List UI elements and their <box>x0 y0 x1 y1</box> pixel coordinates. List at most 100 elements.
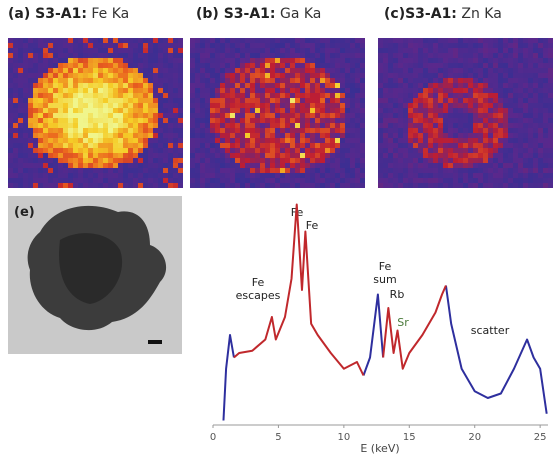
map-pixel <box>260 153 265 158</box>
map-pixel <box>178 103 183 108</box>
map-pixel <box>360 93 365 98</box>
map-pixel <box>200 58 205 63</box>
map-pixel <box>393 78 398 83</box>
map-pixel <box>513 53 518 58</box>
map-pixel <box>393 83 398 88</box>
map-pixel <box>383 108 388 113</box>
map-pixel <box>355 98 360 103</box>
map-pixel <box>205 103 210 108</box>
map-pixel <box>443 108 448 113</box>
map-pixel <box>325 158 330 163</box>
map-pixel <box>543 153 548 158</box>
map-pixel <box>245 168 250 173</box>
map-pixel <box>200 168 205 173</box>
map-pixel <box>108 43 113 48</box>
map-pixel <box>108 108 113 113</box>
map-pixel <box>438 118 443 123</box>
map-pixel <box>423 78 428 83</box>
map-pixel <box>240 173 245 178</box>
map-pixel <box>360 158 365 163</box>
map-pixel <box>393 143 398 148</box>
map-pixel <box>290 168 295 173</box>
map-pixel <box>543 143 548 148</box>
map-pixel <box>93 108 98 113</box>
map-pixel <box>255 53 260 58</box>
map-pixel <box>43 38 48 43</box>
map-pixel <box>383 168 388 173</box>
map-pixel <box>423 178 428 183</box>
map-pixel <box>538 73 543 78</box>
map-pixel <box>538 78 543 83</box>
map-pixel <box>240 88 245 93</box>
map-pixel <box>190 78 195 83</box>
map-pixel <box>48 173 53 178</box>
map-pixel <box>113 58 118 63</box>
map-pixel <box>538 113 543 118</box>
map-pixel <box>325 183 330 188</box>
map-pixel <box>378 83 383 88</box>
map-pixel <box>403 58 408 63</box>
map-pixel <box>418 48 423 53</box>
map-pixel <box>255 158 260 163</box>
map-pixel <box>300 163 305 168</box>
map-pixel <box>205 148 210 153</box>
map-pixel <box>523 128 528 133</box>
map-pixel <box>220 133 225 138</box>
map-pixel <box>458 183 463 188</box>
map-pixel <box>88 148 93 153</box>
map-pixel <box>153 183 158 188</box>
map-pixel <box>408 128 413 133</box>
map-pixel <box>33 173 38 178</box>
map-pixel <box>68 38 73 43</box>
map-pixel <box>255 38 260 43</box>
map-pixel <box>508 158 513 163</box>
map-pixel <box>458 108 463 113</box>
map-pixel <box>403 73 408 78</box>
map-pixel <box>403 178 408 183</box>
map-pixel <box>275 53 280 58</box>
panel-title: (c)S3-A1: Zn Ka <box>384 6 502 22</box>
map-pixel <box>8 173 13 178</box>
map-pixel <box>285 48 290 53</box>
map-pixel <box>463 128 468 133</box>
map-pixel <box>488 178 493 183</box>
map-pixel <box>443 43 448 48</box>
map-pixel <box>265 93 270 98</box>
map-pixel <box>408 98 413 103</box>
map-pixel <box>103 183 108 188</box>
map-pixel <box>18 143 23 148</box>
map-pixel <box>88 143 93 148</box>
map-pixel <box>163 108 168 113</box>
map-pixel <box>355 43 360 48</box>
map-pixel <box>78 58 83 63</box>
map-pixel <box>305 173 310 178</box>
map-pixel <box>275 58 280 63</box>
map-pixel <box>325 53 330 58</box>
map-pixel <box>473 148 478 153</box>
map-pixel <box>13 43 18 48</box>
map-pixel <box>275 103 280 108</box>
map-pixel <box>453 58 458 63</box>
map-pixel <box>275 173 280 178</box>
map-pixel <box>438 143 443 148</box>
map-pixel <box>78 78 83 83</box>
map-pixel <box>138 148 143 153</box>
map-pixel <box>190 178 195 183</box>
map-pixel <box>63 88 68 93</box>
map-pixel <box>23 153 28 158</box>
map-pixel <box>173 93 178 98</box>
map-pixel <box>355 153 360 158</box>
map-pixel <box>215 143 220 148</box>
map-pixel <box>215 158 220 163</box>
map-pixel <box>295 153 300 158</box>
map-pixel <box>58 48 63 53</box>
map-pixel <box>388 143 393 148</box>
map-pixel <box>133 183 138 188</box>
map-pixel <box>200 38 205 43</box>
map-pixel <box>138 118 143 123</box>
map-pixel <box>195 63 200 68</box>
map-pixel <box>453 98 458 103</box>
map-pixel <box>300 173 305 178</box>
map-pixel <box>215 183 220 188</box>
map-pixel <box>448 133 453 138</box>
